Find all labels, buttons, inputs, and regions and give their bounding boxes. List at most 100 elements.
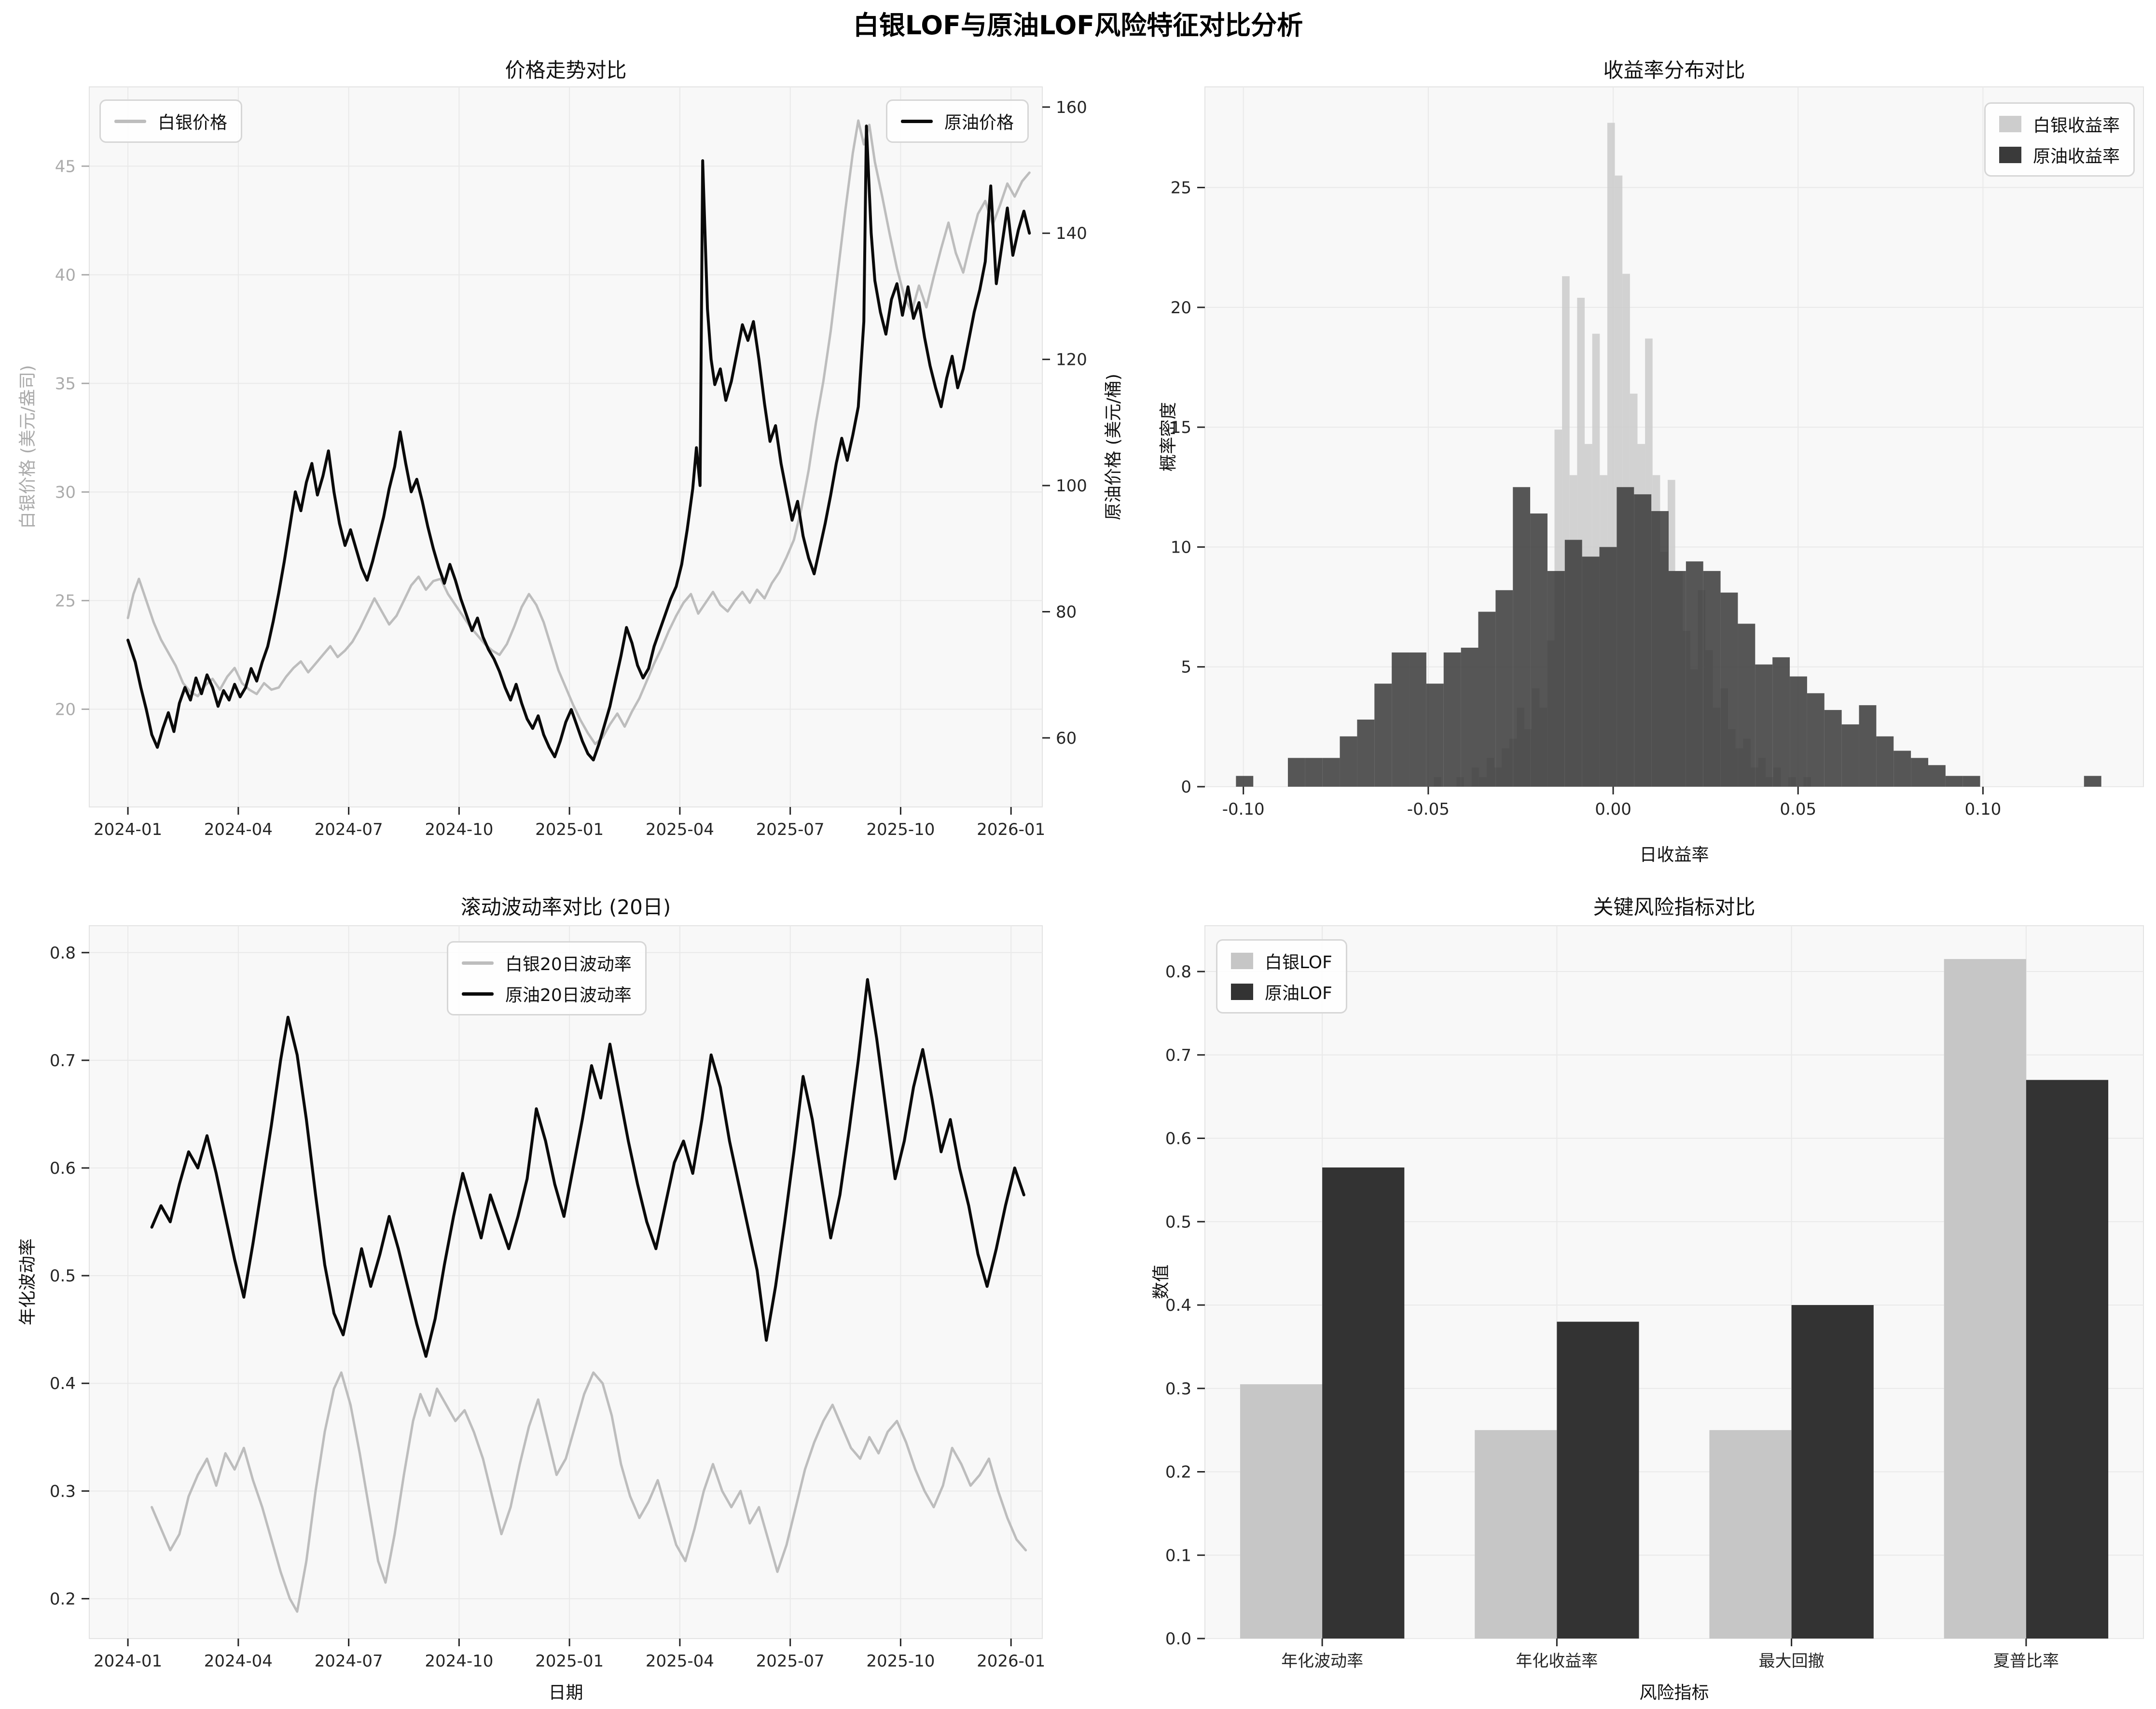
price-legend-silver: 白银价格 <box>99 99 243 143</box>
svg-text:2025-01: 2025-01 <box>535 820 604 839</box>
svg-text:0: 0 <box>1181 778 1191 797</box>
svg-text:30: 30 <box>55 483 76 502</box>
silver-patch-swatch <box>1999 116 2021 132</box>
svg-text:10: 10 <box>1171 538 1191 557</box>
svg-text:20: 20 <box>55 700 76 719</box>
svg-text:0.0: 0.0 <box>1165 1629 1191 1649</box>
hist-x-axis-label: 日收益率 <box>1639 845 1709 865</box>
legend-label: 原油20日波动率 <box>505 986 632 1005</box>
svg-text:25: 25 <box>55 591 76 611</box>
svg-text:0.8: 0.8 <box>1165 962 1191 982</box>
svg-text:夏普比率: 夏普比率 <box>1993 1652 2059 1671</box>
svg-text:25: 25 <box>1171 179 1191 198</box>
legend-item: 白银价格 <box>114 109 227 134</box>
silver-patch-swatch <box>1231 953 1253 969</box>
risk-plot: 年化波动率 年化收益率 最大回撤 夏普比率 0.0 0.1 0.2 0.3 0.4 0.5 0.6 0… <box>1165 925 2144 1671</box>
svg-text:60: 60 <box>1056 729 1077 748</box>
hist-legend: 白银收益率 原油收益率 <box>1984 102 2135 177</box>
svg-text:2024-01: 2024-01 <box>94 1652 162 1671</box>
svg-text:120: 120 <box>1056 350 1087 370</box>
price-right-axis-label: 原油价格 (美元/桶) <box>1104 374 1123 520</box>
price-plot: 2024-01 2024-04 2024-07 2024-10 2025-01 2025-… <box>55 86 1087 839</box>
legend-label: 白银LOF <box>1265 953 1332 973</box>
legend-label: 白银20日波动率 <box>505 955 632 974</box>
svg-text:2025-10: 2025-10 <box>866 1652 935 1671</box>
legend-item: 原油收益率 <box>1999 142 2120 167</box>
legend-label: 白银价格 <box>158 113 228 133</box>
risk-x-axis-label: 风险指标 <box>1639 1683 1709 1703</box>
vol-x-axis-label: 日期 <box>548 1683 583 1703</box>
svg-text:2025-01: 2025-01 <box>535 1652 604 1671</box>
silver-line-swatch <box>114 119 146 123</box>
svg-text:2025-10: 2025-10 <box>866 820 935 839</box>
svg-text:2024-01: 2024-01 <box>94 820 162 839</box>
oil-patch-swatch <box>1231 984 1253 1000</box>
svg-text:0.00: 0.00 <box>1595 800 1631 819</box>
legend-item: 白银20日波动率 <box>462 950 632 975</box>
svg-text:20: 20 <box>1171 298 1191 318</box>
vol-y-axis-label: 年化波动率 <box>18 1238 38 1326</box>
svg-text:2026-01: 2026-01 <box>977 820 1045 839</box>
risk-legend: 白银LOF 原油LOF <box>1216 939 1347 1014</box>
price-chart-title: 价格走势对比 <box>505 58 627 82</box>
svg-text:0.3: 0.3 <box>50 1482 76 1501</box>
svg-text:0.4: 0.4 <box>50 1374 76 1393</box>
svg-text:0.3: 0.3 <box>1165 1379 1191 1399</box>
svg-text:2024-07: 2024-07 <box>315 820 383 839</box>
svg-text:0.05: 0.05 <box>1780 800 1816 819</box>
svg-text:2025-07: 2025-07 <box>756 820 825 839</box>
svg-text:-0.05: -0.05 <box>1407 800 1450 819</box>
vol-plot: 2024-01 2024-04 2024-07 2024-10 2025-01 2025-… <box>50 925 1045 1671</box>
svg-text:0.7: 0.7 <box>50 1051 76 1070</box>
legend-label: 白银收益率 <box>2032 116 2120 136</box>
legend-item: 原油LOF <box>1231 979 1332 1004</box>
svg-text:80: 80 <box>1056 602 1077 622</box>
svg-text:0.2: 0.2 <box>1165 1463 1191 1482</box>
svg-text:15: 15 <box>1171 418 1191 437</box>
svg-text:0.5: 0.5 <box>50 1266 76 1286</box>
svg-text:140: 140 <box>1056 224 1087 243</box>
svg-text:160: 160 <box>1056 98 1087 117</box>
svg-text:40: 40 <box>55 265 76 285</box>
figure-title: 白银LOF与原油LOF风险特征对比分析 <box>853 10 1303 41</box>
svg-text:年化波动率: 年化波动率 <box>1281 1652 1363 1671</box>
svg-text:2024-04: 2024-04 <box>204 820 273 839</box>
price-left-axis-label: 白银价格 (美元/盎司) <box>18 365 38 529</box>
svg-text:0.2: 0.2 <box>50 1589 76 1609</box>
legend-item: 原油20日波动率 <box>462 981 632 1006</box>
vol-legend: 白银20日波动率 原油20日波动率 <box>447 941 647 1015</box>
hist-chart-title: 收益率分布对比 <box>1603 58 1745 82</box>
svg-text:0.6: 0.6 <box>50 1159 76 1178</box>
silver-line-swatch <box>462 961 494 965</box>
risk-chart-title: 关键风险指标对比 <box>1593 895 1755 919</box>
svg-text:2024-10: 2024-10 <box>425 1652 493 1671</box>
svg-text:年化收益率: 年化收益率 <box>1516 1652 1598 1671</box>
svg-text:5: 5 <box>1181 658 1191 677</box>
legend-item: 原油价格 <box>900 109 1014 134</box>
hist-plot: -0.10 -0.05 0.00 0.05 0.10 0 5 10 15 20 25 <box>1171 86 2144 819</box>
svg-text:0.10: 0.10 <box>1965 800 2002 819</box>
svg-text:2024-04: 2024-04 <box>204 1652 273 1671</box>
svg-text:最大回撤: 最大回撤 <box>1759 1652 1824 1671</box>
svg-text:-0.10: -0.10 <box>1222 800 1265 819</box>
legend-label: 原油收益率 <box>2032 147 2120 167</box>
legend-label: 原油LOF <box>1265 984 1332 1003</box>
svg-text:0.1: 0.1 <box>1165 1546 1191 1565</box>
svg-text:2026-01: 2026-01 <box>977 1652 1045 1671</box>
legend-item: 白银LOF <box>1231 948 1332 973</box>
svg-text:35: 35 <box>55 374 76 393</box>
svg-text:0.6: 0.6 <box>1165 1129 1191 1149</box>
svg-text:2025-04: 2025-04 <box>646 820 714 839</box>
oil-line-swatch <box>900 119 933 123</box>
oil-patch-swatch <box>1999 147 2021 163</box>
svg-text:0.8: 0.8 <box>50 944 76 963</box>
oil-line-swatch <box>462 992 494 996</box>
svg-text:2024-07: 2024-07 <box>315 1652 383 1671</box>
svg-text:2025-07: 2025-07 <box>756 1652 825 1671</box>
svg-text:45: 45 <box>55 157 76 176</box>
svg-text:100: 100 <box>1056 476 1087 496</box>
svg-text:0.7: 0.7 <box>1165 1046 1191 1065</box>
svg-text:0.4: 0.4 <box>1165 1296 1191 1315</box>
legend-label: 原油价格 <box>944 113 1014 133</box>
